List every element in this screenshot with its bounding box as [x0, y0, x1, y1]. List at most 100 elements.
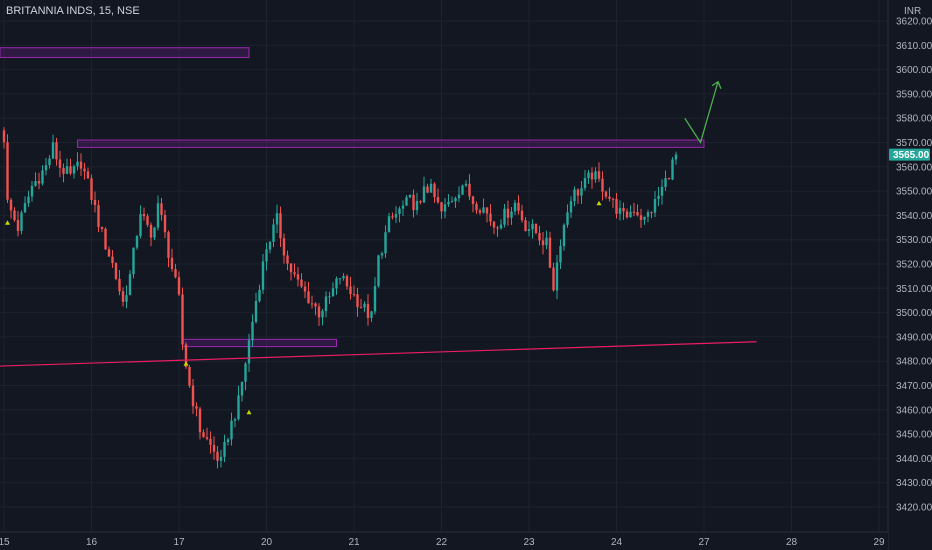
- candle-body: [34, 181, 37, 186]
- candle-body: [475, 203, 478, 211]
- candle-body: [286, 255, 289, 264]
- candle-body: [352, 294, 356, 296]
- price-axis-panel[interactable]: [888, 0, 932, 550]
- candle-body: [415, 201, 419, 211]
- candle-body: [342, 276, 345, 279]
- candle-body: [559, 246, 562, 263]
- candle-body: [496, 227, 499, 229]
- candle-body: [184, 344, 188, 368]
- zone-rectangle[interactable]: [182, 338, 337, 348]
- candle-body: [223, 442, 226, 457]
- candle-body: [86, 171, 90, 179]
- price-tick-label: 3590.00: [896, 89, 932, 100]
- candle-body: [366, 303, 370, 318]
- symbol-title: BRITANNIA INDS, 15, NSE: [6, 5, 140, 17]
- chart-drawings[interactable]: [0, 80, 757, 415]
- candle-body: [310, 303, 314, 305]
- price-axis: 3420.00 3430.00 3440.00 3450.00 3460.00 3470.…: [896, 17, 932, 514]
- candle-body: [485, 207, 489, 214]
- signal-marker: [5, 220, 10, 225]
- candle-body: [76, 161, 79, 167]
- candle-body: [489, 213, 492, 222]
- candle-body: [422, 186, 426, 203]
- candle-body: [135, 236, 139, 248]
- candle-body: [622, 207, 625, 212]
- candle-body: [2, 130, 6, 143]
- candle-body: [478, 210, 482, 213]
- last-price-badge: 3565.00: [889, 148, 930, 161]
- candle-body: [13, 210, 16, 221]
- candle-body: [650, 212, 653, 214]
- candle-body: [552, 267, 555, 291]
- candle-body: [601, 178, 604, 192]
- price-tick-label: 3610.00: [896, 41, 932, 52]
- candle-body: [181, 294, 184, 345]
- candle-body: [303, 286, 307, 292]
- candle-body: [191, 385, 195, 407]
- candle-body: [163, 214, 167, 233]
- candle-body: [55, 142, 58, 160]
- price-tick-label: 3470.00: [896, 381, 932, 392]
- time-tick-label: 24: [611, 537, 623, 548]
- price-tick-label: 3560.00: [896, 162, 932, 173]
- price-tick-label: 3600.00: [896, 65, 932, 76]
- price-tick-label: 3450.00: [896, 430, 932, 441]
- candle-body: [587, 172, 590, 179]
- candle-body: [156, 203, 160, 228]
- candle-body: [244, 363, 247, 382]
- candle-body: [380, 253, 384, 256]
- candle-body: [275, 213, 279, 225]
- projection-path[interactable]: [684, 81, 719, 145]
- candle-body: [6, 142, 9, 200]
- candle-body: [541, 240, 545, 246]
- time-tick-label: 17: [173, 537, 185, 548]
- candle-body: [282, 238, 286, 256]
- candle-body: [20, 212, 23, 231]
- candle-body: [671, 159, 674, 180]
- candle-body: [174, 269, 177, 278]
- time-axis-panel[interactable]: [0, 532, 888, 550]
- last-price-badge-bg: [889, 148, 930, 161]
- candle-body: [667, 178, 671, 180]
- candle-body: [90, 178, 93, 200]
- candle-body: [212, 444, 216, 452]
- candle-body: [597, 171, 601, 179]
- zone-rectangle[interactable]: [0, 47, 250, 58]
- support-trendline[interactable]: [0, 341, 757, 367]
- candle-body: [37, 181, 41, 184]
- price-tick-label: 3580.00: [896, 114, 932, 125]
- candle-body: [209, 438, 212, 445]
- candle-body: [237, 395, 240, 420]
- candle-body: [412, 194, 415, 211]
- candle-body: [660, 186, 664, 196]
- candle-body: [349, 286, 352, 295]
- candle-body: [268, 241, 272, 250]
- price-tick-label: 3550.00: [896, 187, 932, 198]
- candle-body: [482, 207, 485, 213]
- candle-body: [440, 202, 443, 212]
- zone-rectangle[interactable]: [77, 139, 705, 148]
- price-tick-label: 3540.00: [896, 211, 932, 222]
- candle-body: [419, 201, 422, 203]
- candle-body: [426, 186, 429, 193]
- candle-body: [468, 183, 471, 197]
- candle-body: [97, 205, 100, 227]
- candle-body: [356, 294, 359, 308]
- candle-body: [44, 165, 48, 171]
- price-tick-label: 3520.00: [896, 260, 932, 271]
- candle-body: [230, 420, 233, 440]
- candle-body: [345, 276, 349, 287]
- candle-body: [79, 161, 83, 169]
- candle-body: [328, 296, 331, 298]
- candle-body: [335, 278, 338, 289]
- candle-body: [58, 159, 62, 168]
- candle-body: [513, 202, 517, 212]
- candle-body: [608, 196, 611, 199]
- supply-demand-zones[interactable]: [0, 47, 705, 348]
- candle-body: [62, 167, 65, 174]
- candle-body: [569, 201, 573, 213]
- candle-body: [639, 215, 643, 220]
- candle-body: [125, 295, 128, 302]
- candle-body: [520, 210, 524, 221]
